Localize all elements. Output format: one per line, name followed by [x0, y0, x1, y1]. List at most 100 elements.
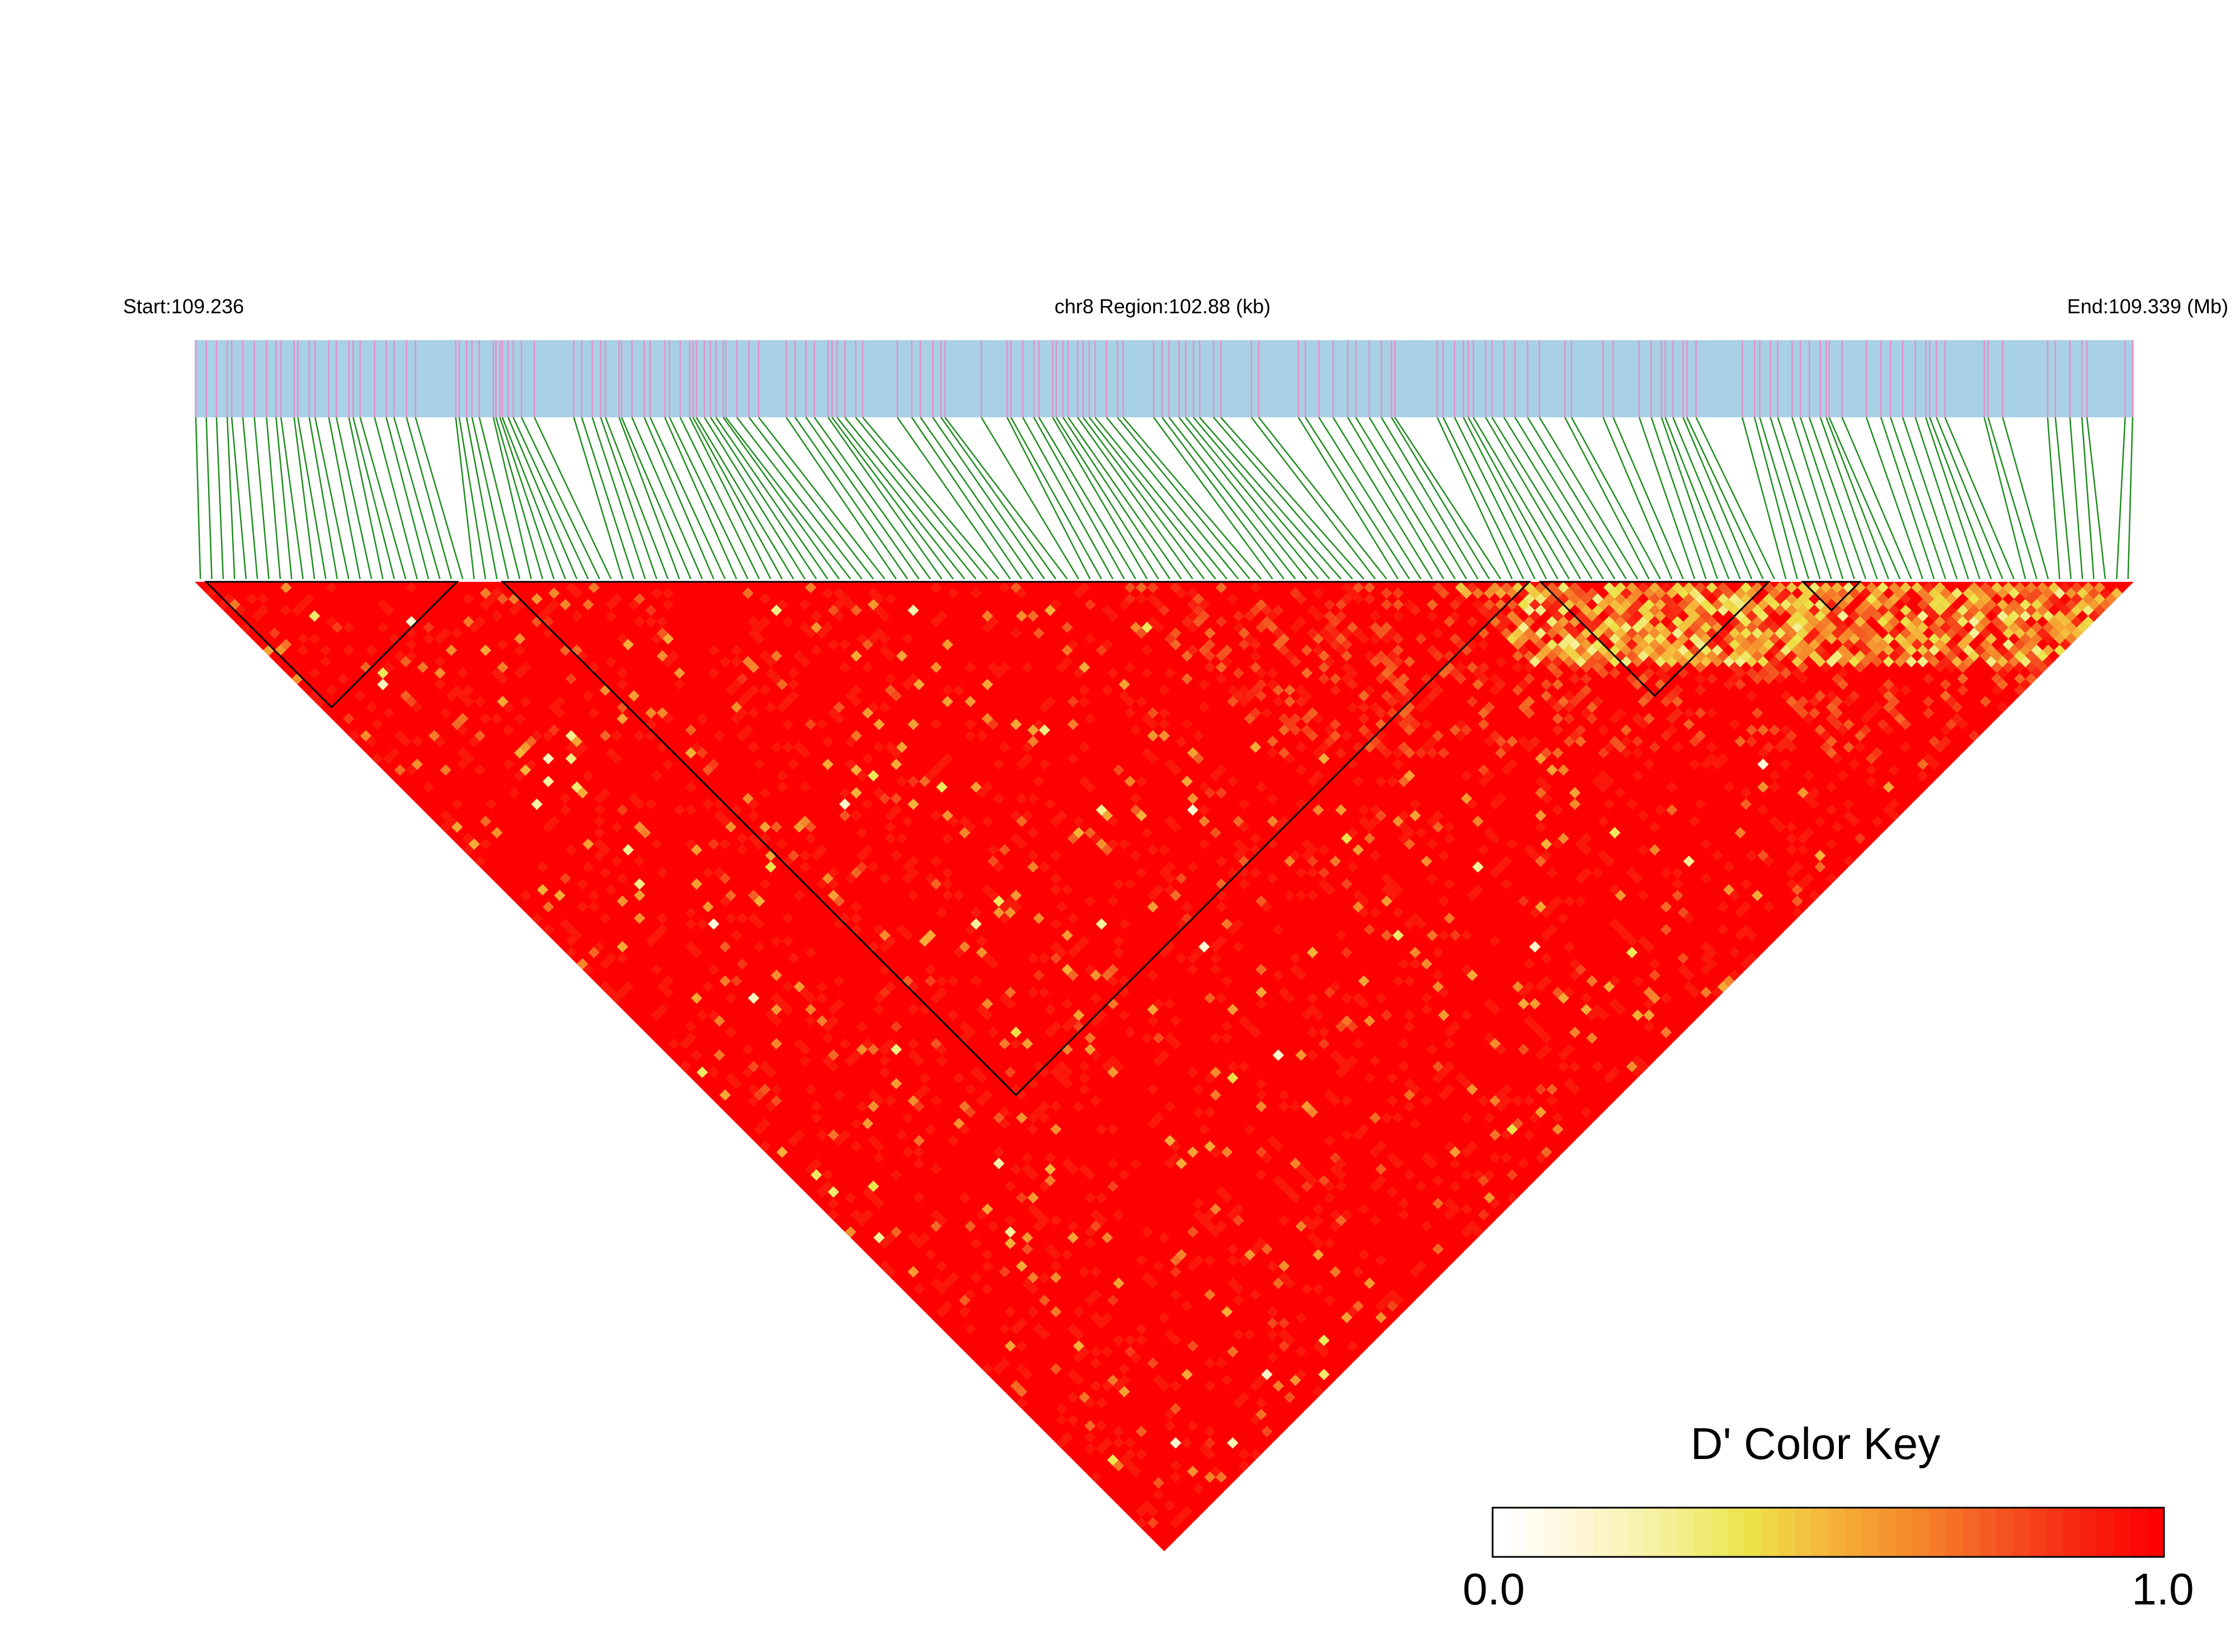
ld-cell	[2031, 667, 2043, 679]
ld-cell	[1341, 1095, 1353, 1107]
ld-cell	[1672, 627, 1683, 639]
ld-cell	[1945, 616, 1957, 628]
ld-cell	[1312, 644, 1324, 656]
ld-cell	[1015, 1192, 1028, 1204]
ld-cell	[1997, 599, 2008, 610]
ld-cell	[1854, 650, 1866, 662]
ld-cell	[269, 627, 280, 639]
ld-cell	[1814, 815, 1826, 827]
ld-cell	[1198, 804, 1210, 816]
ld-cell	[1763, 593, 1775, 605]
ld-cell	[2088, 599, 2100, 610]
ld-cell	[1232, 1203, 1244, 1215]
ld-cell	[1341, 1015, 1353, 1027]
ld-cell	[1854, 730, 1866, 742]
ld-cell	[1022, 661, 1033, 674]
ld-cell	[1649, 616, 1660, 628]
ld-cell	[1238, 798, 1250, 810]
ld-cell	[1974, 610, 1985, 622]
ld-cell	[1620, 599, 1632, 610]
ld-cell	[1603, 741, 1615, 753]
ld-cell	[1586, 656, 1598, 667]
ld-cell	[708, 964, 719, 976]
ld-cell	[1540, 690, 1552, 702]
ld-cell	[223, 593, 235, 605]
ld-cell	[1940, 644, 1951, 656]
ld-cell	[1523, 958, 1535, 970]
ld-cell	[1780, 736, 1792, 747]
ld-cell	[514, 713, 526, 724]
ld-cell	[2013, 638, 2026, 651]
ld-cell	[765, 702, 777, 713]
ld-cell	[1255, 1077, 1267, 1090]
snp-connector	[1890, 417, 1946, 580]
ld-cell	[1654, 599, 1667, 610]
ld-cell	[1198, 1215, 1210, 1226]
ld-cell	[1529, 907, 1541, 919]
color-key-swatch	[1560, 1508, 1577, 1557]
ld-cell	[1688, 986, 1701, 999]
ld-cell	[1136, 695, 1147, 708]
ld-cell	[1318, 1346, 1330, 1358]
ld-cell	[685, 838, 697, 850]
ld-cell	[1672, 650, 1683, 662]
ld-cell	[1363, 1072, 1376, 1084]
color-key-swatch	[2063, 1508, 2081, 1557]
ld-cell	[1877, 638, 1889, 651]
ld-cell	[788, 850, 799, 862]
ld-cell	[422, 633, 435, 645]
ld-cell	[343, 644, 355, 656]
ld-cell	[1061, 1077, 1073, 1090]
ld-cell	[1335, 599, 1347, 610]
ld-cell	[1324, 724, 1335, 736]
ld-cell	[1466, 1141, 1478, 1152]
snp-connector	[805, 417, 920, 580]
ld-cell	[742, 1043, 754, 1056]
ld-cell	[1535, 821, 1547, 833]
ld-cell	[884, 981, 896, 992]
ld-cell	[1803, 644, 1815, 656]
ld-cell	[1386, 673, 1398, 685]
ld-cell	[434, 667, 446, 679]
ld-cell	[1038, 1272, 1051, 1283]
ld-cell	[1386, 775, 1398, 787]
ld-cell	[1147, 1015, 1159, 1027]
ld-cell	[1192, 752, 1204, 765]
ld-cell	[2054, 599, 2065, 610]
ld-cell	[1369, 702, 1381, 713]
snp-connector	[1753, 417, 1798, 580]
ld-cell	[1951, 610, 1963, 622]
ld-cell	[1786, 844, 1798, 856]
color-key-swatch	[1996, 1508, 2013, 1557]
ld-cell	[1432, 947, 1444, 958]
ld-cell	[1072, 1009, 1085, 1021]
ld-cell	[1540, 587, 1552, 599]
ld-cell	[1940, 690, 1951, 702]
snp-connector	[499, 417, 555, 580]
ld-cell	[622, 638, 634, 651]
snp-connector	[328, 417, 361, 580]
ld-cell	[1284, 650, 1296, 662]
ld-cell	[1329, 616, 1342, 628]
snp-connector	[981, 417, 1080, 580]
ld-cell	[1358, 895, 1370, 907]
ld-cell	[1768, 724, 1780, 736]
ld-cell	[1033, 912, 1044, 924]
snp-connector	[940, 417, 1057, 580]
ld-cell	[1495, 736, 1507, 747]
snp-connector	[1485, 417, 1582, 580]
ld-cell	[1044, 1152, 1056, 1164]
ld-cell	[1985, 644, 1997, 656]
ld-cell	[1090, 832, 1102, 844]
ld-cell	[1843, 855, 1855, 867]
ld-cell	[1015, 587, 1028, 599]
ld-cell	[2008, 599, 2020, 610]
color-key-swatch	[1493, 1508, 1510, 1557]
ld-cell	[320, 656, 332, 667]
ld-cell	[365, 702, 378, 713]
ld-cell	[1363, 821, 1376, 833]
ld-cell	[1695, 616, 1706, 628]
ld-cell	[1797, 787, 1809, 799]
ld-cell	[907, 1004, 919, 1015]
ld-cell	[406, 764, 417, 776]
